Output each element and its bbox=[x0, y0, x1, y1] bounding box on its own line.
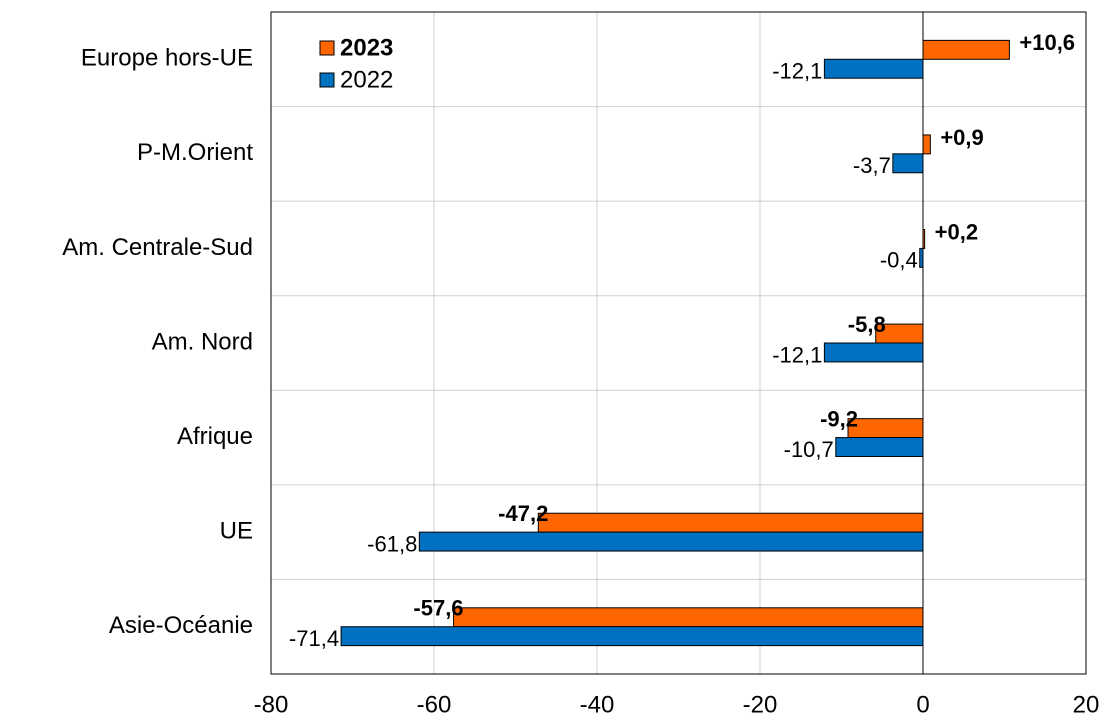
value-label: +0,9 bbox=[940, 125, 983, 150]
x-tick-label: 0 bbox=[916, 691, 929, 718]
bar bbox=[537, 512, 924, 533]
bar bbox=[922, 134, 931, 155]
bar bbox=[892, 153, 924, 174]
value-label: -61,8 bbox=[367, 531, 417, 556]
value-label: -5,8 bbox=[848, 312, 886, 337]
value-label: -3,7 bbox=[853, 153, 891, 178]
bar bbox=[823, 342, 924, 363]
y-tick-label: P-M.Orient bbox=[137, 139, 253, 166]
bar bbox=[823, 58, 924, 79]
legend-marker bbox=[319, 40, 335, 56]
value-label: -12,1 bbox=[772, 342, 822, 367]
value-label: -0,4 bbox=[880, 248, 918, 273]
y-tick-label: Am. Nord bbox=[152, 328, 253, 355]
value-label: -9,2 bbox=[820, 406, 858, 431]
plot-area bbox=[271, 12, 1086, 674]
y-tick-label: Europe hors-UE bbox=[81, 45, 253, 72]
y-tick-label: UE bbox=[220, 517, 253, 544]
bar bbox=[847, 418, 924, 439]
legend-marker bbox=[319, 72, 335, 88]
value-label: -71,4 bbox=[289, 626, 339, 651]
legend-label: 2022 bbox=[340, 66, 393, 93]
value-label: -47,2 bbox=[498, 501, 548, 526]
value-label: -57,6 bbox=[413, 596, 463, 621]
legend-label: 2023 bbox=[340, 34, 393, 61]
y-tick-label: Asie-Océanie bbox=[109, 612, 253, 639]
y-tick-label: Afrique bbox=[177, 423, 253, 450]
value-label: -10,7 bbox=[784, 437, 834, 462]
x-tick-label: 20 bbox=[1073, 691, 1100, 718]
bar bbox=[418, 531, 924, 552]
value-label: +10,6 bbox=[1019, 30, 1075, 55]
x-tick-label: -20 bbox=[743, 691, 778, 718]
bar bbox=[922, 39, 1010, 60]
bar bbox=[340, 626, 924, 647]
x-tick-label: -60 bbox=[417, 691, 452, 718]
bar bbox=[835, 437, 924, 457]
x-tick-label: -80 bbox=[254, 691, 289, 718]
plot-border bbox=[270, 11, 1087, 675]
value-label: +0,2 bbox=[935, 219, 978, 244]
y-tick-label: Am. Centrale-Sud bbox=[62, 234, 253, 261]
value-label: -12,1 bbox=[772, 59, 822, 84]
bar bbox=[453, 607, 924, 628]
x-tick-label: -40 bbox=[580, 691, 615, 718]
